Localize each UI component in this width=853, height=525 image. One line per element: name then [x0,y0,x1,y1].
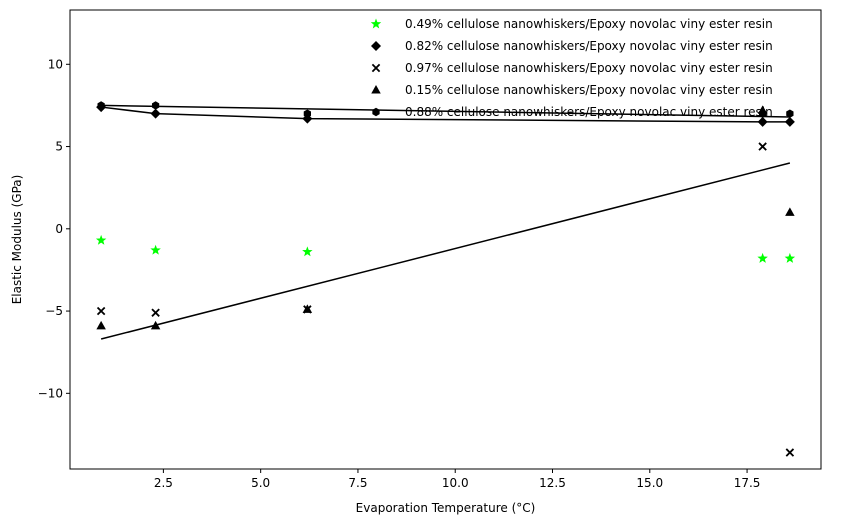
y-tick-label: 5 [55,140,63,154]
x-tick-label: 10.0 [442,476,469,490]
series-3-point [785,448,795,457]
series-1-point [95,234,107,245]
legend-label-2: 0.82% cellulose nanowhiskers/Epoxy novol… [405,39,773,53]
y-tick-label: 10 [48,57,63,71]
y-axis-ticks: −10 −5 0 5 10 [38,57,70,400]
legend-marker-5 [372,107,380,117]
legend-marker-4 [371,85,381,94]
fit-lines [100,104,791,340]
legend-label-1: 0.49% cellulose nanowhiskers/Epoxy novol… [405,17,773,31]
series-1-point [757,252,768,263]
series-2-point [757,116,768,127]
legend-label-4: 0.15% cellulose nanowhiskers/Epoxy novol… [405,83,773,97]
legend-marker-1 [370,18,382,29]
series-3-point [96,306,106,316]
series-2-point [150,108,161,119]
legend-marker-2 [371,41,381,51]
y-tick-label: −10 [38,386,63,400]
x-tick-label: 17.5 [734,476,761,490]
y-axis-label: Elastic Modulus (GPa) [10,175,24,305]
y-tick-label: −5 [45,304,63,318]
series-5-point [758,109,767,118]
x-axis-ticks: 2.5 5.0 7.5 10.0 12.5 15.0 17.5 [154,469,761,490]
x-tick-label: 7.5 [348,476,367,490]
series-1-point [150,244,161,255]
data-points [95,101,796,457]
series-5-point [786,109,794,118]
series-1-point [784,252,796,263]
series-4-point [96,320,106,330]
x-axis-label: Evaporation Temperature (°C) [356,501,536,515]
series-5-point [151,101,160,110]
plot-frame [69,9,822,470]
x-tick-label: 2.5 [154,476,173,490]
series-4-point [302,304,313,313]
series-5-point [303,109,311,118]
series-4-point [785,207,795,216]
legend-label-3: 0.97% cellulose nanowhiskers/Epoxy novol… [405,61,773,75]
fit-line-3 [100,162,791,340]
legend: 0.49% cellulose nanowhiskers/Epoxy novol… [370,17,773,119]
series-5-point [97,101,105,110]
legend-marker-3 [371,63,381,73]
x-tick-label: 15.0 [636,476,663,490]
series-4-point [150,320,161,330]
series-2-point [784,116,795,127]
series-1-point [302,246,313,257]
fit-line-2 [101,104,790,118]
legend-label-5: 0.88% cellulose nanowhiskers/Epoxy novol… [405,105,773,119]
x-tick-label: 5.0 [251,476,270,490]
y-tick-label: 0 [55,222,63,236]
x-tick-label: 12.5 [539,476,566,490]
series-3-point [758,142,767,151]
series-3-point [151,308,160,317]
